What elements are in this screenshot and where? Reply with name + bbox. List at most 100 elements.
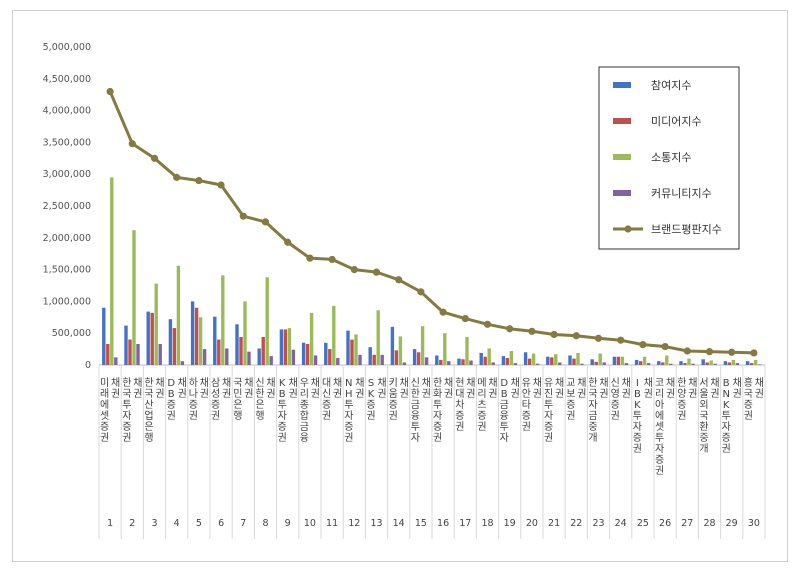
- bar-3: [687, 358, 691, 365]
- brand-index-point: [639, 341, 647, 349]
- bar-3: [709, 360, 713, 365]
- bar-3: [509, 351, 514, 365]
- bar-2: [350, 339, 354, 365]
- bar-4: [757, 364, 762, 365]
- y-tick-label: 4,500,000: [43, 74, 91, 85]
- bar-3: [110, 177, 114, 365]
- bar-1: [723, 361, 728, 365]
- bar-1: [279, 329, 284, 365]
- y-tick-label: 1,500,000: [43, 265, 91, 276]
- bar-4: [469, 360, 473, 365]
- category-label: 한 양 증 권채 권: [677, 377, 697, 422]
- brand-index-point: [128, 140, 136, 148]
- category-number: 1: [107, 518, 113, 529]
- category-number: 26: [659, 518, 671, 529]
- bar-4: [269, 356, 273, 365]
- category-label: 신 한 은 행채 권: [255, 377, 275, 422]
- y-tick-label: 2,000,000: [43, 233, 91, 244]
- category-label: 삼 성 증 권채 권: [211, 377, 231, 422]
- bar-2: [572, 358, 576, 365]
- category-number: 5: [196, 518, 202, 529]
- bar-3: [443, 333, 447, 365]
- bar-1: [457, 358, 461, 365]
- bar-4: [202, 349, 207, 365]
- bar-1: [634, 359, 639, 365]
- bar-3: [376, 310, 380, 365]
- category-number: 2: [129, 518, 135, 529]
- category-number: 13: [370, 518, 382, 529]
- category-label: 대 신 증 권채 권: [322, 377, 342, 422]
- bar-4: [291, 349, 296, 365]
- bar-1: [745, 361, 750, 365]
- category-number: 25: [637, 518, 649, 529]
- bar-4: [602, 362, 606, 365]
- bar-1: [390, 326, 395, 365]
- brand-index-point: [483, 320, 492, 328]
- category-label: 우 리 종 합 금 융채 권: [300, 377, 320, 444]
- category-label: 교 보 증 권채 권: [566, 377, 586, 422]
- brand-index-point: [372, 268, 381, 276]
- category-label: N H 투 자 증 권채 권: [344, 377, 364, 444]
- category-label: 신 영 증 권채 권: [611, 377, 631, 422]
- y-tick-label: 5,000,000: [43, 42, 91, 53]
- bar-2: [194, 307, 199, 365]
- bar-3: [753, 359, 758, 365]
- bar-4: [646, 363, 651, 365]
- bar-4: [424, 357, 429, 365]
- category-number: 17: [459, 518, 471, 529]
- brand-index-point: [439, 308, 447, 316]
- legend-label: 커뮤니티지수: [651, 187, 712, 200]
- bar-3: [620, 356, 625, 365]
- bar-2: [683, 363, 687, 365]
- bar-2: [439, 359, 443, 365]
- brand-index-point: [417, 288, 425, 296]
- bar-4: [158, 344, 162, 365]
- category-number: 24: [615, 518, 627, 529]
- category-number: 4: [174, 518, 180, 529]
- category-number: 21: [548, 518, 560, 529]
- bar-1: [190, 301, 195, 365]
- brand-index-point: [217, 181, 225, 189]
- bar-3: [265, 277, 269, 365]
- bar-4: [136, 344, 140, 365]
- bar-2: [305, 344, 310, 365]
- bar-1: [501, 356, 506, 365]
- y-tick-label: 1,000,000: [43, 296, 91, 307]
- bar-2: [550, 357, 554, 365]
- bars-layer: [102, 177, 762, 365]
- bar-1: [657, 361, 661, 365]
- bar-1: [346, 330, 350, 365]
- legend-swatch: [613, 190, 631, 196]
- bar-3: [309, 312, 314, 365]
- bar-4: [402, 362, 407, 365]
- bar-2: [394, 350, 399, 365]
- brand-index-point: [728, 348, 736, 356]
- bar-3: [576, 352, 580, 365]
- bar-1: [213, 316, 217, 365]
- brand-index-point: [617, 336, 625, 344]
- bar-3: [420, 326, 425, 365]
- y-tick-label: 4,000,000: [43, 106, 91, 117]
- category-label: 하 나 증 권채 권: [189, 376, 209, 422]
- y-tick-label: 0: [85, 360, 91, 371]
- category-number: 18: [481, 518, 493, 529]
- legend-swatch: [613, 154, 631, 160]
- y-tick-label: 2,500,000: [43, 201, 91, 212]
- bar-3: [465, 337, 469, 365]
- brand-index-point: [528, 327, 536, 335]
- brand-index-point: [284, 238, 292, 246]
- legend-label: 참여지수: [651, 79, 691, 92]
- bar-4: [313, 355, 318, 365]
- bar-4: [669, 363, 673, 365]
- bar-1: [679, 361, 683, 365]
- category-number: 27: [681, 518, 693, 529]
- category-number: 19: [504, 518, 516, 529]
- bar-1: [479, 352, 483, 365]
- brand-index-point: [461, 314, 469, 323]
- y-tick-label: 3,000,000: [43, 169, 91, 180]
- bar-1: [590, 359, 594, 365]
- bar-3: [198, 317, 203, 365]
- legend-swatch: [613, 82, 631, 88]
- brand-index-point: [239, 212, 247, 220]
